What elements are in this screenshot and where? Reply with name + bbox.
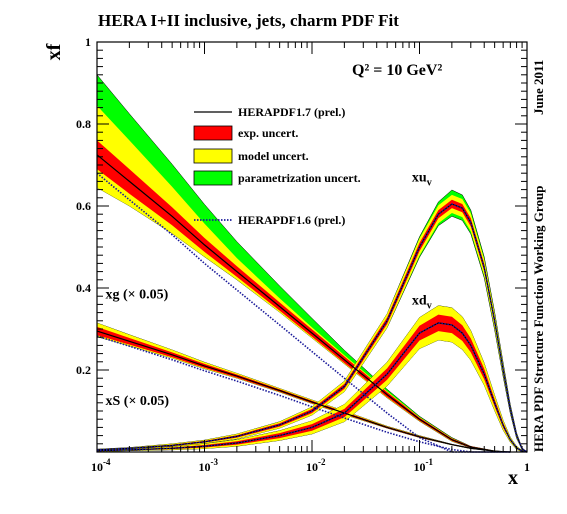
y-axis-label: xf [43,43,65,60]
central-curve-xuv [96,203,528,453]
x-axis-label: x [508,467,518,489]
legend-swatch-box [193,125,233,141]
chart-title: HERA I+II inclusive, jets, charm PDF Fit [98,11,399,30]
x-tick-label: 10-4 [91,457,111,474]
legend-swatch-box [193,170,233,186]
central-curve-xs [96,330,511,453]
x-tick-label: 1 [524,460,530,474]
x-tick-label: 10-1 [414,457,434,474]
series-label-xs: xS (× 0.05) [106,394,170,409]
date-label: June 2011 [531,60,546,115]
model-band-xdv [97,305,527,452]
legend-label: model uncert. [238,149,309,163]
y-tick-label: 0.8 [76,117,91,131]
y-tick-label: 0.4 [76,281,91,295]
uncertainty-bands [96,74,528,453]
legend: HERAPDF1.7 (prel.) exp. uncert. model unce… [193,105,361,227]
series-labels: xg (× 0.05) xS (× 0.05) xuv xdv [106,170,432,408]
axis-ticks: 10-4 10-3 10-2 10-1 1 0.2 0.4 0.6 0.8 1 [76,35,530,474]
exp-band-xdv [97,314,527,452]
legend-label: HERAPDF1.6 (prel.) [238,213,345,227]
series-label-xdv: xdv [412,293,432,311]
legend-label: parametrization uncert. [238,171,361,185]
central-curve-xg [96,154,511,453]
y-tick-label: 1 [85,35,91,49]
y-tick-label: 0.6 [76,199,91,213]
legend-label: HERAPDF1.7 (prel.) [238,105,345,119]
old-curve-xdv [96,322,528,453]
legend-swatch-box [193,148,233,164]
series-label-xg: xg (× 0.05) [106,287,169,302]
legend-label: exp. uncert. [238,126,298,140]
x-tick-label: 10-3 [199,457,219,474]
plot-frame [96,41,528,453]
old-curve-xs [96,335,511,453]
y-tick-label: 0.2 [76,363,91,377]
q2-annotation: Q² = 10 GeV² [352,62,442,79]
x-tick-label: 10-2 [306,457,326,474]
central-curves [96,154,528,453]
series-label-xuv: xuv [412,170,432,188]
working-group-label: HERA PDF Structure Function Working Grou… [531,186,546,452]
